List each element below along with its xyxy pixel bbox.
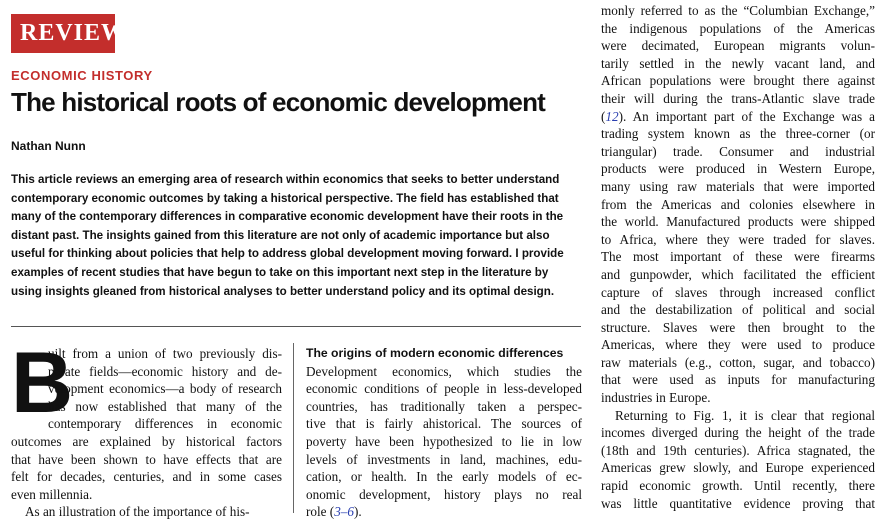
body-line: tive that is fairly ahistorical. The sou… [306, 416, 582, 432]
body-line: (12). An important part of the Exchange … [601, 108, 875, 124]
body-line: even millennia. [11, 486, 93, 502]
body-line: As an illustration of the importance of … [25, 504, 250, 520]
body-line: The most important of these were firearm… [601, 249, 875, 265]
body-line: the indigenous populations of the Americ… [601, 20, 875, 36]
body-line: their will during the trans-Atlantic sla… [601, 90, 875, 106]
body-line: that have been shown to have effects tha… [11, 451, 282, 467]
body-line: outcomes are explained by historical fac… [11, 433, 282, 449]
body-line: Americas grew slowly, and Europe experie… [601, 460, 875, 476]
body-line: poverty have been hypothesized to lie in… [306, 433, 582, 449]
body-line: velopment economics—a body of research [48, 381, 282, 397]
review-badge: REVIEW [11, 14, 125, 53]
body-line: industries in Europe. [601, 390, 711, 406]
body-line: trading system known as the three-corner… [601, 126, 875, 142]
body-line: to Africa, where they were traded for sl… [601, 231, 875, 247]
citation-link[interactable]: 12 [605, 108, 619, 124]
column-divider [293, 343, 294, 513]
body-line: Development economics, which studies the [306, 363, 582, 379]
column-3: monly referred to as the “Columbian Exch… [601, 2, 875, 512]
body-line: raw materials (e.g., cotton, sugar, and … [601, 354, 875, 370]
body-line: structure. Slaves were then brought to t… [601, 319, 875, 335]
section-kicker: ECONOMIC HISTORY [11, 68, 153, 83]
body-line: levels of investments in land, machines,… [306, 451, 582, 467]
author-name: Nathan Nunn [11, 139, 86, 153]
body-line: uilt from a union of two previously dis- [48, 346, 282, 361]
body-line: products were produced in Western Europe… [601, 161, 875, 177]
body-line: the world. Manufactured products were sh… [601, 214, 875, 230]
body-line: and the destabilization of political and… [601, 302, 875, 318]
body-line: monly referred to as the “Columbian Exch… [601, 3, 875, 18]
body-line: role (3–6). [306, 504, 362, 520]
body-line: rapid economic growth. Until recently, t… [601, 478, 875, 494]
body-line: tarily settled in the newly vacant land,… [601, 55, 875, 71]
body-line: African populations were brought there a… [601, 73, 875, 89]
body-line: that were used as inputs for manufacturi… [601, 372, 875, 388]
body-line: contemporary differences in economic [48, 416, 282, 432]
body-line: capture of slaves through increased conf… [601, 284, 875, 300]
body-line: was little quantitative evidence proving… [601, 495, 875, 511]
article-title: The historical roots of economic develop… [11, 87, 546, 117]
column-2: The origins of modern economic differenc… [306, 345, 582, 521]
body-line: and gunpowder, which facilitated the eff… [601, 266, 875, 282]
column-1: uilt from a union of two previously dis-… [11, 345, 282, 521]
body-line: incomes diverged during the height of th… [601, 425, 875, 441]
body-line: felt for decades, centuries, and in some… [11, 469, 282, 485]
body-line: has now established that many of the [48, 398, 282, 414]
body-line: onomic development, history plays no rea… [306, 486, 582, 502]
abstract-divider [11, 326, 581, 327]
body-line: countries, has traditionally taken a per… [306, 398, 582, 414]
body-line: from the Americas and colonies elsewhere… [601, 196, 875, 212]
section-heading: The origins of modern economic differenc… [306, 346, 564, 360]
citation-link[interactable]: 3–6 [334, 504, 354, 520]
body-line: parate fields—economic history and de- [48, 363, 282, 379]
body-line: economic conditions of people in less-de… [306, 381, 582, 397]
body-line: (18th and 19th centuries). Africa stagna… [601, 442, 875, 458]
body-line: Returning to Fig. 1, it is clear that re… [615, 407, 875, 423]
abstract: This article reviews an emerging area of… [11, 173, 564, 298]
body-line: triangular) trade. Consumer and industri… [601, 143, 875, 159]
body-line: many using raw materials that were impor… [601, 178, 875, 194]
body-line: were decimated, European migrants volun- [601, 38, 875, 54]
body-line: cation, or health. In the early models o… [306, 469, 582, 485]
body-line: Americas, where they were used to produc… [601, 337, 875, 353]
